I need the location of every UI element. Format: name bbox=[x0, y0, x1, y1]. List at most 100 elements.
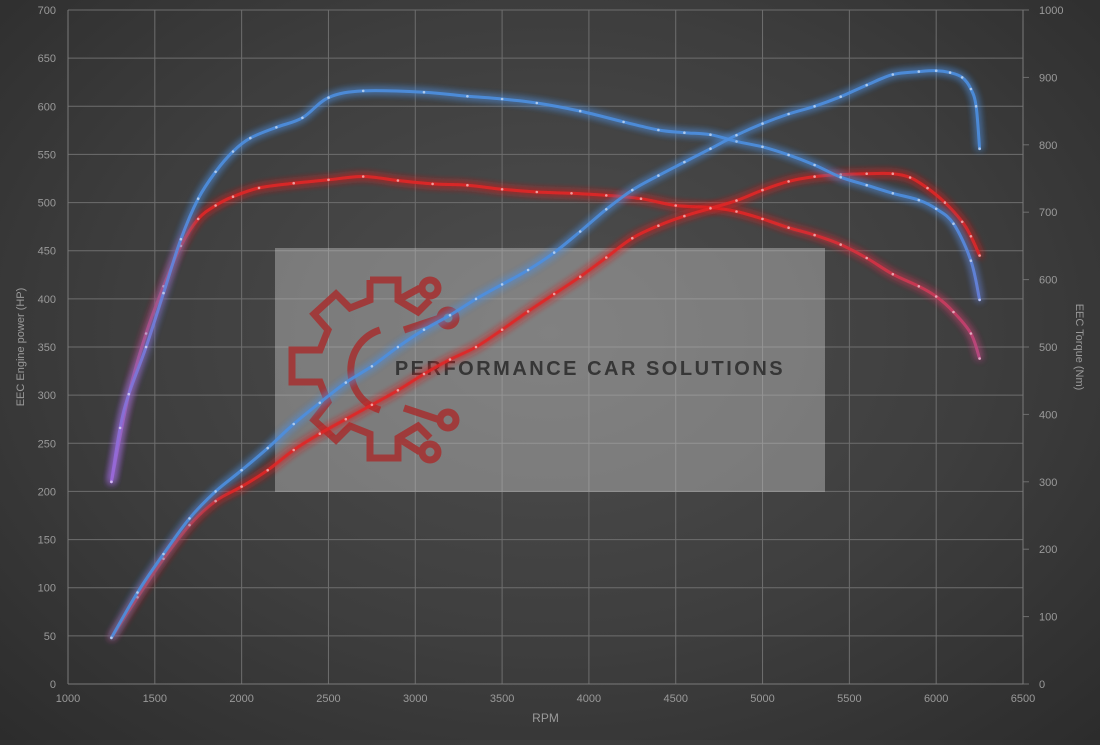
data-point bbox=[136, 596, 139, 599]
y-left-tick-label: 50 bbox=[44, 631, 56, 643]
data-point bbox=[605, 208, 608, 211]
data-point bbox=[952, 222, 955, 225]
data-point bbox=[422, 328, 426, 332]
data-point bbox=[448, 358, 452, 361]
data-point bbox=[162, 552, 165, 556]
data-point bbox=[144, 345, 148, 349]
data-point bbox=[839, 243, 842, 246]
data-point bbox=[657, 174, 660, 177]
data-point bbox=[761, 188, 764, 192]
data-point bbox=[960, 76, 964, 79]
data-point bbox=[214, 490, 217, 493]
x-tick-label: 1000 bbox=[56, 693, 80, 705]
x-axis-title: RPM bbox=[532, 711, 559, 725]
data-point bbox=[249, 136, 252, 140]
data-point bbox=[839, 175, 842, 179]
data-point bbox=[257, 186, 261, 190]
data-point bbox=[622, 120, 625, 124]
data-point bbox=[526, 310, 530, 313]
data-point bbox=[144, 332, 148, 335]
data-point bbox=[978, 298, 981, 302]
data-point bbox=[231, 195, 235, 198]
data-point bbox=[960, 220, 964, 224]
data-point bbox=[327, 96, 330, 99]
x-tick-label: 2000 bbox=[229, 693, 253, 705]
y-left-tick-label: 600 bbox=[38, 101, 56, 113]
data-point bbox=[978, 254, 981, 257]
y-right-tick-label: 600 bbox=[1039, 275, 1057, 287]
data-point bbox=[552, 292, 556, 296]
data-point bbox=[948, 71, 952, 74]
data-point bbox=[474, 345, 478, 349]
data-point bbox=[917, 285, 921, 288]
y-left-tick-label: 400 bbox=[38, 294, 56, 306]
data-point bbox=[318, 432, 322, 436]
data-point bbox=[396, 179, 400, 182]
data-point bbox=[179, 237, 183, 241]
data-point bbox=[813, 163, 816, 167]
data-point bbox=[969, 87, 973, 91]
series-power-tuned bbox=[109, 69, 982, 640]
data-point bbox=[761, 217, 764, 221]
data-point bbox=[683, 160, 686, 164]
x-tick-label: 2500 bbox=[316, 693, 340, 705]
data-point bbox=[578, 275, 582, 279]
data-point bbox=[118, 426, 122, 430]
data-point bbox=[605, 256, 608, 259]
y-left-tick-label: 100 bbox=[38, 583, 56, 595]
data-point bbox=[735, 210, 738, 213]
y-left-tick-label: 550 bbox=[38, 149, 56, 161]
data-point bbox=[787, 112, 790, 116]
data-point bbox=[344, 381, 348, 384]
y-right-tick-label: 100 bbox=[1039, 612, 1057, 624]
x-tick-label: 5000 bbox=[750, 693, 774, 705]
data-point bbox=[926, 186, 929, 190]
series-line bbox=[109, 174, 982, 484]
data-point bbox=[526, 268, 530, 272]
data-point bbox=[292, 448, 296, 452]
data-point bbox=[361, 175, 365, 178]
x-tick-label: 3500 bbox=[490, 693, 514, 705]
data-point bbox=[735, 140, 738, 143]
y-left-tick-label: 700 bbox=[38, 5, 56, 17]
y-left-axis-title: EEC Engine power (HP) bbox=[15, 288, 27, 407]
x-tick-label: 1500 bbox=[143, 693, 167, 705]
series-line bbox=[109, 69, 982, 640]
data-point bbox=[344, 417, 348, 421]
data-point bbox=[735, 199, 738, 202]
data-point bbox=[865, 172, 868, 175]
data-point bbox=[934, 207, 938, 211]
data-point bbox=[631, 188, 634, 192]
data-point bbox=[978, 357, 981, 360]
y-right-tick-label: 500 bbox=[1039, 342, 1057, 354]
data-point bbox=[787, 153, 790, 157]
data-point bbox=[943, 201, 947, 204]
y-left-tick-label: 200 bbox=[38, 486, 56, 498]
x-tick-label: 4000 bbox=[577, 693, 601, 705]
data-point bbox=[952, 310, 955, 314]
data-point bbox=[240, 485, 243, 488]
data-point bbox=[240, 468, 243, 472]
y-right-tick-label: 300 bbox=[1039, 477, 1057, 489]
data-point bbox=[891, 172, 895, 175]
data-point bbox=[709, 207, 712, 210]
y-left-tick-label: 300 bbox=[38, 390, 56, 402]
data-point bbox=[709, 133, 712, 136]
data-point bbox=[891, 272, 895, 276]
data-point bbox=[318, 401, 322, 405]
data-point bbox=[500, 188, 504, 191]
data-point bbox=[657, 128, 660, 132]
data-point bbox=[448, 313, 452, 317]
data-point bbox=[500, 328, 504, 332]
data-point bbox=[570, 192, 573, 195]
data-point bbox=[188, 523, 191, 527]
data-point bbox=[292, 181, 296, 185]
x-tick-label: 6000 bbox=[924, 693, 948, 705]
data-point bbox=[761, 145, 764, 149]
data-point bbox=[813, 175, 816, 178]
y-right-tick-label: 0 bbox=[1039, 679, 1045, 691]
data-point bbox=[865, 256, 868, 260]
data-point bbox=[431, 182, 434, 186]
